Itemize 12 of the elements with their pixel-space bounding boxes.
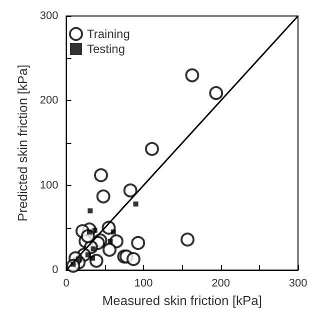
x-tick-label: 200 [212, 278, 230, 290]
y-tick-label: 0 [52, 264, 58, 276]
y-tick-label: 100 [40, 179, 58, 192]
legend-label: Training [87, 27, 130, 41]
x-tick-label: 100 [134, 278, 153, 290]
x-axis-title: Measured skin friction [kPa] [102, 293, 262, 308]
x-tick-label: 0 [63, 278, 70, 290]
y-tick-label: 300 [40, 10, 58, 22]
legend-label: Testing [87, 42, 126, 56]
y-tick-label: 200 [40, 94, 58, 107]
y-axis-title: Predicted skin friction [kPa] [15, 64, 30, 222]
x-tick-label: 300 [288, 278, 308, 290]
